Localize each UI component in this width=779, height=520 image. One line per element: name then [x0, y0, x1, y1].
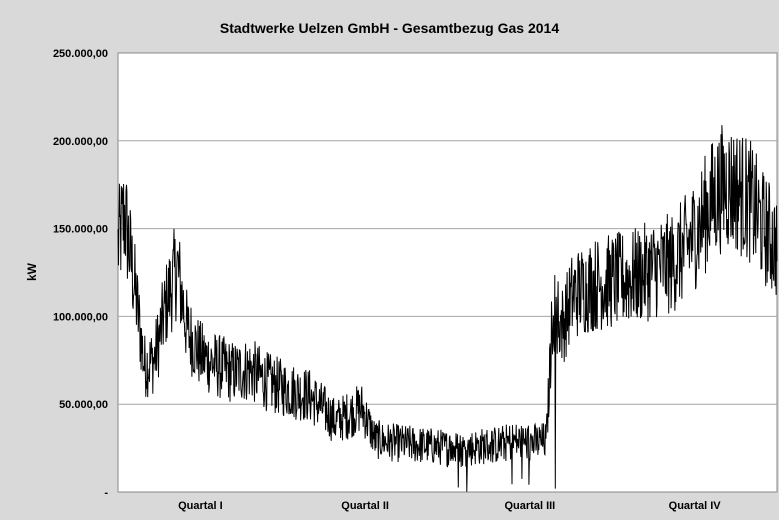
y-tick-label: 200.000,00	[53, 136, 108, 148]
y-ticks: - 50.000,00 100.000,00 150.000,00 200.000,00…	[53, 48, 108, 499]
x-tick-label: Quartal IV	[669, 500, 722, 512]
y-tick-label: 50.000,00	[59, 399, 108, 411]
plot-area	[118, 53, 777, 492]
x-tick-label: Quartal II	[341, 500, 389, 512]
y-tick-label: 100.000,00	[53, 311, 108, 323]
y-axis-label: kW	[25, 262, 39, 281]
x-ticks: Quartal I Quartal II Quartal III Quartal IV	[178, 500, 721, 512]
x-tick-label: Quartal III	[505, 500, 556, 512]
y-tick-label: 150.000,00	[53, 224, 108, 236]
y-tick-label: -	[104, 487, 108, 499]
x-tick-label: Quartal I	[178, 500, 223, 512]
y-tick-label: 250.000,00	[53, 48, 108, 60]
